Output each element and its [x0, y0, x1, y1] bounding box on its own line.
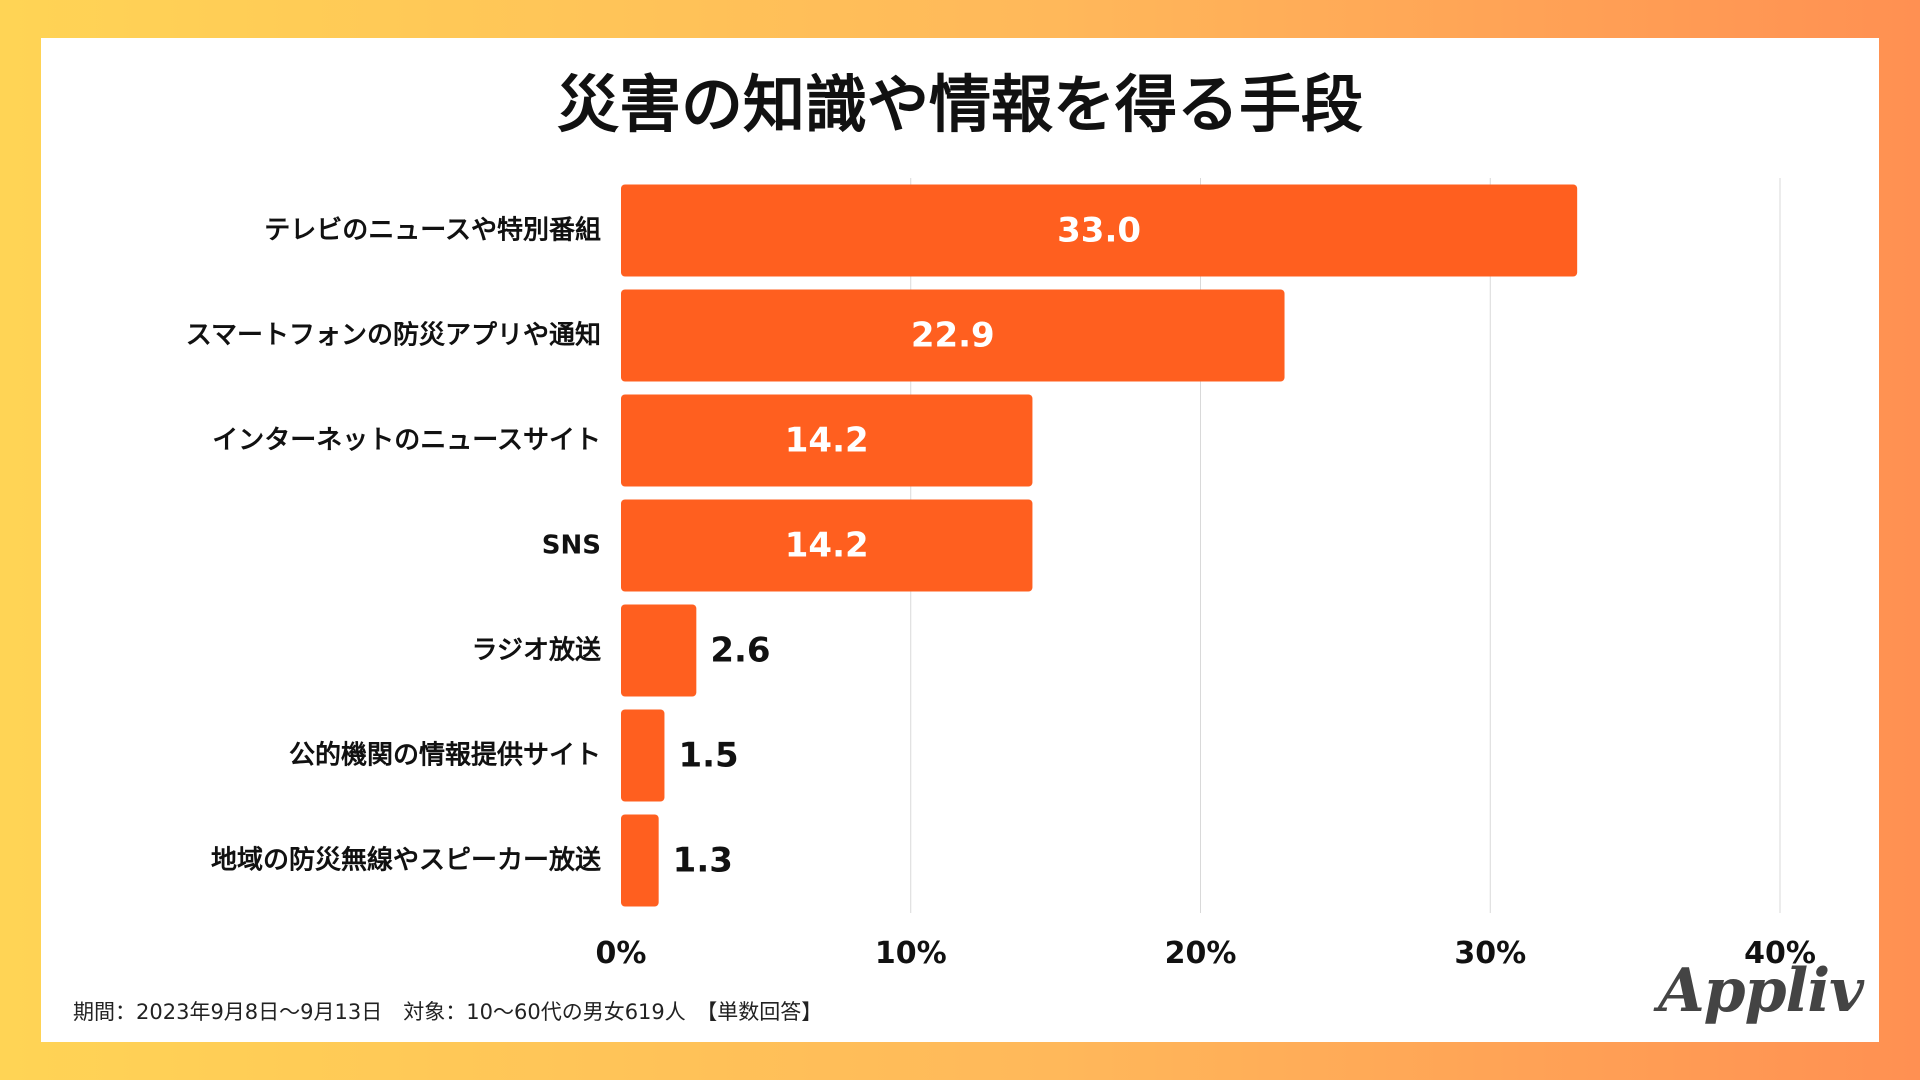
category-label: ラジオ放送 — [472, 635, 601, 666]
category-label: スマートフォンの防災アプリや通知 — [186, 321, 601, 351]
data-label: 14.2 — [785, 421, 869, 461]
x-tick-label: 40% — [1744, 936, 1816, 971]
applive-logo: Appliv — [1658, 956, 1864, 1026]
x-tick-label: 30% — [1454, 936, 1526, 971]
data-label: 1.3 — [673, 841, 733, 881]
data-label: 22.9 — [911, 316, 995, 356]
x-tick-label: 10% — [875, 936, 947, 971]
data-label: 33.0 — [1057, 211, 1141, 251]
bar — [621, 814, 659, 907]
category-label: SNS — [542, 531, 601, 561]
category-label: 地域の防災無線やスピーカー放送 — [211, 845, 601, 876]
bar — [621, 184, 1578, 277]
bar — [621, 289, 1285, 382]
category-label: 公的機関の情報提供サイト — [289, 740, 601, 771]
data-label: 2.6 — [710, 631, 770, 671]
category-label: インターネットのニュースサイト — [212, 426, 601, 456]
bar — [621, 709, 665, 802]
bar — [621, 394, 1033, 487]
category-label: テレビのニュースや特別番組 — [264, 215, 601, 246]
data-label: 1.5 — [678, 736, 738, 776]
survey-footnote: 期間：2023年9月8日〜9月13日 対象：10〜60代の男女619人 【単数回… — [73, 1000, 823, 1024]
x-tick-label: 20% — [1165, 936, 1237, 971]
bar — [621, 604, 697, 697]
bar — [621, 499, 1033, 592]
bar-chart: 0% 10% 20% 30% 40% テレビのニュースや特別番組 33.0 スマートフォンの防… — [186, 178, 1816, 971]
chart-title: 災害の知識や情報を得る手段 — [556, 68, 1363, 141]
x-tick-label: 0% — [596, 936, 647, 971]
data-label: 14.2 — [785, 526, 869, 566]
chart-card: 災害の知識や情報を得る手段 0% 10% 20% 30% 40% テレビのニュースや特別番… — [41, 38, 1879, 1042]
